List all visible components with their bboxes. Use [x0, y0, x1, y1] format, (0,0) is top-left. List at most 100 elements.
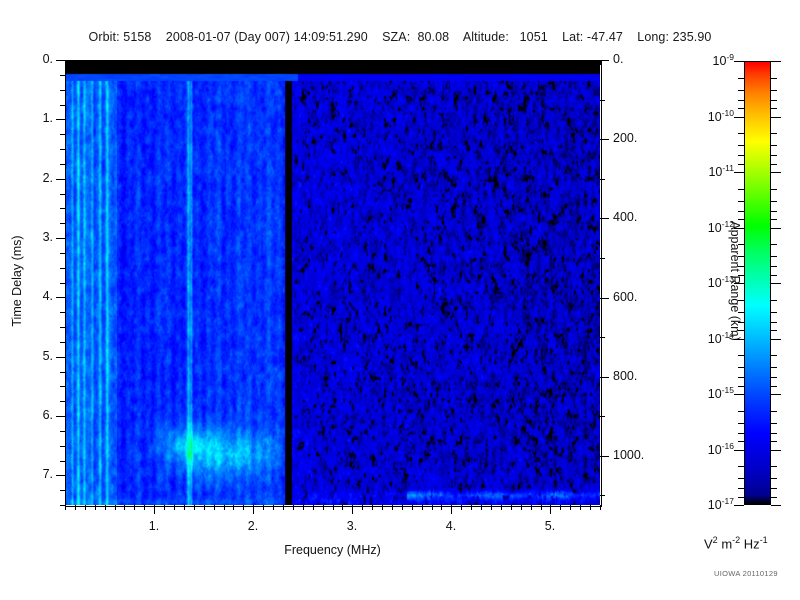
- y-major-tick: [56, 179, 65, 180]
- y-minor-tick: [60, 505, 65, 506]
- colorbar-minor-tick-left: [738, 367, 744, 368]
- colorbar-minor-tick-left: [738, 322, 744, 323]
- colorbar-minor-tick-right: [771, 90, 777, 91]
- colorbar-major-tick-right: [771, 394, 781, 395]
- colorbar-minor-tick-right: [771, 211, 777, 212]
- x-minor-tick-top: [580, 60, 581, 65]
- x-minor-tick: [65, 505, 66, 510]
- colorbar-minor-tick-left: [738, 164, 744, 165]
- x-major-tick-top: [253, 60, 254, 69]
- colorbar-tick-label: 10-9: [712, 52, 734, 69]
- x-minor-tick-top: [85, 60, 86, 65]
- y-major-tick: [56, 297, 65, 298]
- x-minor-tick: [441, 505, 442, 510]
- x-minor-tick: [174, 505, 175, 510]
- colorbar-minor-tick-right: [771, 300, 777, 301]
- x-minor-tick-top: [174, 60, 175, 65]
- colorbar-tick-label: 10-17: [707, 496, 734, 513]
- colorbar-minor-tick-left: [738, 108, 744, 109]
- x-minor-tick-top: [323, 60, 324, 65]
- y-tick-label: 1.: [42, 111, 53, 125]
- colorbar-minor-tick-right: [771, 330, 777, 331]
- x-minor-tick-top: [471, 60, 472, 65]
- colorbar-minor-tick-left: [738, 441, 744, 442]
- y-minor-tick: [60, 164, 65, 165]
- colorbar-minor-tick-left: [738, 90, 744, 91]
- y-minor-tick: [60, 208, 65, 209]
- colorbar-minor-tick-left: [738, 411, 744, 412]
- colorbar-minor-tick-left: [738, 466, 744, 467]
- colorbar-minor-tick-left: [738, 133, 744, 134]
- colorbar-minor-tick-right: [771, 201, 777, 202]
- colorbar-major-tick-left: [734, 283, 744, 284]
- x-minor-tick-top: [273, 60, 274, 65]
- x-minor-tick: [124, 505, 125, 510]
- colorbar-minor-tick-left: [738, 244, 744, 245]
- x-minor-tick-top: [115, 60, 116, 65]
- x-minor-tick-top: [105, 60, 106, 65]
- x-minor-tick: [263, 505, 264, 510]
- y-tick-label: 0.: [42, 52, 53, 66]
- x-minor-tick: [303, 505, 304, 510]
- spectrogram-canvas: [65, 60, 600, 505]
- colorbar-minor-tick-left: [738, 433, 744, 434]
- x-minor-tick: [392, 505, 393, 510]
- y-minor-tick: [60, 372, 65, 373]
- colorbar-minor-tick-right: [771, 266, 777, 267]
- colorbar-minor-tick-right: [771, 312, 777, 313]
- x-minor-tick-top: [531, 60, 532, 65]
- x-minor-tick: [85, 505, 86, 510]
- y-axis-title: Time Delay (ms): [10, 234, 24, 327]
- colorbar-major-tick-right: [771, 339, 781, 340]
- x-minor-tick: [283, 505, 284, 510]
- y-minor-tick: [60, 149, 65, 150]
- x-major-tick-top: [550, 60, 551, 69]
- y2-major-tick: [600, 218, 609, 219]
- x-minor-tick-top: [422, 60, 423, 65]
- x-tick-label: 4.: [445, 519, 457, 533]
- x-tick-label: 3.: [346, 519, 358, 533]
- y-minor-tick: [60, 401, 65, 402]
- x-minor-tick-top: [263, 60, 264, 65]
- x-minor-tick-top: [333, 60, 334, 65]
- x-minor-tick-top: [481, 60, 482, 65]
- colorbar-minor-tick-right: [771, 108, 777, 109]
- x-minor-tick-top: [382, 60, 383, 65]
- y-minor-tick: [60, 90, 65, 91]
- x-minor-tick: [481, 505, 482, 510]
- x-minor-tick-top: [144, 60, 145, 65]
- x-minor-tick-top: [124, 60, 125, 65]
- colorbar-unit-v: V: [704, 536, 713, 552]
- x-minor-tick-top: [521, 60, 522, 65]
- x-minor-tick: [164, 505, 165, 510]
- x-minor-tick: [313, 505, 314, 510]
- x-minor-tick-top: [184, 60, 185, 65]
- colorbar-tick-label: 10-15: [707, 385, 734, 402]
- x-minor-tick-top: [342, 60, 343, 65]
- x-major-tick-top: [451, 60, 452, 69]
- x-minor-tick: [372, 505, 373, 510]
- colorbar-major-tick-left: [734, 61, 744, 62]
- colorbar-minor-tick-left: [738, 155, 744, 156]
- y-minor-tick: [60, 194, 65, 195]
- x-minor-tick: [273, 505, 274, 510]
- y-minor-tick: [60, 253, 65, 254]
- colorbar-minor-tick-right: [771, 133, 777, 134]
- y2-major-tick: [600, 298, 609, 299]
- y-major-tick: [56, 475, 65, 476]
- y-minor-tick: [60, 327, 65, 328]
- x-minor-tick-top: [95, 60, 96, 65]
- x-minor-tick-top: [283, 60, 284, 65]
- colorbar-unit-m-exp: -2: [732, 535, 741, 545]
- colorbar-minor-tick-left: [738, 275, 744, 276]
- y2-tick-label: 800.: [613, 369, 638, 383]
- colorbar-major-tick-right: [771, 61, 781, 62]
- x-minor-tick: [95, 505, 96, 510]
- x-minor-tick-top: [75, 60, 76, 65]
- x-minor-tick: [501, 505, 502, 510]
- x-minor-tick-top: [432, 60, 433, 65]
- y2-major-tick: [600, 60, 609, 61]
- y2-major-tick: [600, 377, 609, 378]
- y-minor-tick: [60, 75, 65, 76]
- x-minor-tick: [204, 505, 205, 510]
